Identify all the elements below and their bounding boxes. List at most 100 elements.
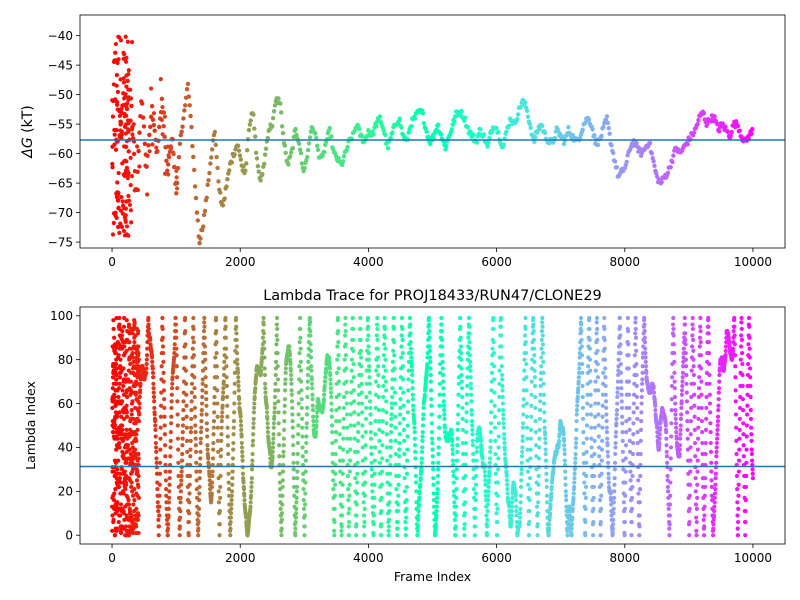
lambda-point	[400, 337, 405, 343]
lambda-point	[413, 473, 418, 479]
dg-point	[238, 157, 244, 162]
lambda-point	[735, 526, 740, 531]
lambda-point	[196, 506, 202, 511]
lambda-point	[496, 408, 502, 413]
lambda-point	[309, 377, 314, 382]
lambda-point	[629, 519, 634, 525]
lambda-point	[435, 480, 440, 485]
lambda-point	[371, 513, 377, 518]
dg-point	[150, 117, 156, 122]
dg-point	[137, 130, 142, 135]
dg-point	[252, 126, 257, 131]
dg-point	[117, 133, 122, 138]
lambda-point	[500, 401, 506, 406]
dg-point	[150, 142, 155, 147]
lambda-point	[488, 438, 493, 443]
lambda-point	[118, 344, 124, 349]
lambda-point	[697, 375, 702, 380]
dg-point	[296, 141, 302, 146]
lambda-point	[348, 447, 353, 452]
lambda-point	[375, 326, 380, 332]
lambda-point	[297, 350, 302, 356]
lambda-point	[750, 471, 755, 476]
lambda-point	[467, 331, 472, 336]
lambda-point	[585, 392, 590, 397]
lambda-point	[576, 375, 581, 380]
dg-point	[314, 143, 320, 148]
lambda-point	[328, 381, 333, 386]
lambda-point	[576, 370, 582, 375]
x-tick-label: 0	[108, 551, 116, 565]
dg-point	[340, 159, 346, 164]
lambda-point	[452, 500, 457, 505]
lambda-point	[636, 491, 641, 496]
lambda-point	[468, 381, 473, 386]
lambda-point	[433, 522, 438, 527]
lambda-point	[130, 346, 135, 351]
lambda-point	[436, 445, 441, 450]
lambda-point	[596, 434, 601, 439]
lambda-point	[569, 526, 574, 531]
lambda-point	[526, 482, 531, 487]
lambda-point	[235, 370, 241, 375]
lambda-point	[161, 359, 166, 364]
lambda-point	[412, 436, 417, 441]
lambda-point	[383, 388, 389, 393]
lambda-point	[416, 508, 421, 514]
lambda-point	[282, 419, 287, 424]
lambda-point	[430, 454, 435, 459]
lambda-point	[375, 315, 380, 321]
lambda-point	[127, 379, 132, 384]
lambda-point	[379, 495, 384, 501]
dg-point	[288, 154, 293, 159]
lambda-point	[306, 359, 311, 364]
lambda-point	[575, 403, 580, 408]
lambda-point	[399, 333, 404, 338]
lambda-point	[665, 473, 670, 479]
lambda-point	[273, 372, 278, 378]
lambda-point	[183, 329, 188, 334]
dg-point	[279, 110, 284, 115]
lambda-point	[157, 482, 162, 487]
y-tick-label: 20	[58, 485, 73, 499]
lambda-point	[262, 366, 267, 371]
lambda-point	[602, 315, 607, 321]
lambda-point	[180, 429, 185, 435]
dg-point	[471, 132, 476, 138]
lambda-point	[236, 383, 241, 389]
lambda-point	[744, 447, 749, 452]
lambda-point	[221, 379, 226, 384]
lambda-point	[573, 445, 578, 450]
lambda-point	[563, 489, 568, 494]
y-tick-label: 100	[50, 309, 73, 323]
lambda-point	[251, 410, 257, 415]
lambda-point	[132, 372, 137, 378]
lambda-point	[614, 412, 619, 417]
lambda-point	[486, 493, 491, 498]
lambda-point	[188, 447, 193, 452]
lambda-point	[174, 375, 180, 380]
lambda-point	[540, 324, 545, 329]
lambda-point	[119, 333, 125, 338]
lambda-point	[277, 454, 282, 459]
dg-point	[390, 130, 395, 135]
lambda-point	[110, 386, 115, 391]
lambda-point	[414, 489, 419, 494]
lambda-point	[328, 386, 333, 391]
lambda-point	[189, 381, 195, 386]
lambda-point	[439, 322, 444, 327]
lambda-point	[562, 458, 567, 463]
dg-point	[383, 132, 388, 138]
lambda-point	[158, 447, 163, 452]
lambda-point	[228, 533, 233, 538]
lambda-point	[283, 370, 288, 375]
lambda-point	[369, 445, 374, 450]
lambda-point	[113, 487, 118, 492]
dg-point	[345, 144, 350, 150]
lambda-point	[468, 364, 473, 369]
lambda-point	[191, 340, 196, 345]
lambda-point	[389, 412, 394, 417]
lambda-point	[716, 386, 722, 391]
lambda-point	[493, 471, 498, 476]
lambda-point	[418, 482, 423, 487]
